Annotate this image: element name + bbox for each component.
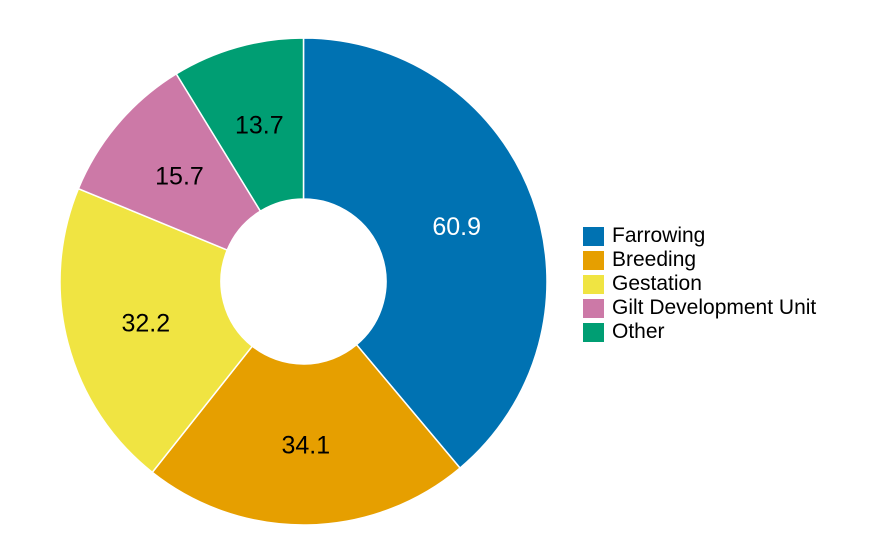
slice-label-gestation: 32.2 (121, 310, 170, 338)
slice-other (175, 37, 305, 213)
slice-farrowing (302, 37, 548, 470)
donut-slices (59, 37, 548, 526)
legend-label: Farrowing (612, 224, 706, 247)
legend-item-gilt-development-unit: Gilt Development Unit (583, 296, 816, 320)
slice-labels: 60.9 34.1 32.2 15.7 13.7 (121, 112, 481, 460)
legend-swatch-gestation (583, 274, 604, 294)
legend-item-other: Other (583, 320, 816, 344)
slice-gestation (59, 187, 254, 474)
slice-label-farrowing: 60.9 (432, 213, 481, 241)
legend-item-farrowing: Farrowing (583, 224, 816, 248)
legend: Farrowing Breeding Gestation Gilt Develo… (583, 224, 816, 344)
slice-gilt-development-unit (77, 72, 262, 252)
legend-label: Breeding (612, 248, 697, 271)
legend-swatch-farrowing (583, 226, 604, 246)
legend-swatch-breeding (583, 250, 604, 270)
slice-label-other: 13.7 (235, 112, 284, 140)
legend-item-gestation: Gestation (583, 272, 816, 296)
legend-label: Gilt Development Unit (612, 296, 817, 319)
legend-swatch-gilt-development-unit (583, 298, 604, 318)
slice-breeding (151, 343, 462, 526)
slice-label-gilt-development-unit: 15.7 (155, 163, 204, 191)
legend-label: Gestation (612, 272, 702, 295)
slice-label-breeding: 34.1 (281, 432, 330, 460)
legend-swatch-other (583, 322, 604, 342)
legend-label: Other (612, 320, 665, 343)
legend-item-breeding: Breeding (583, 248, 816, 272)
